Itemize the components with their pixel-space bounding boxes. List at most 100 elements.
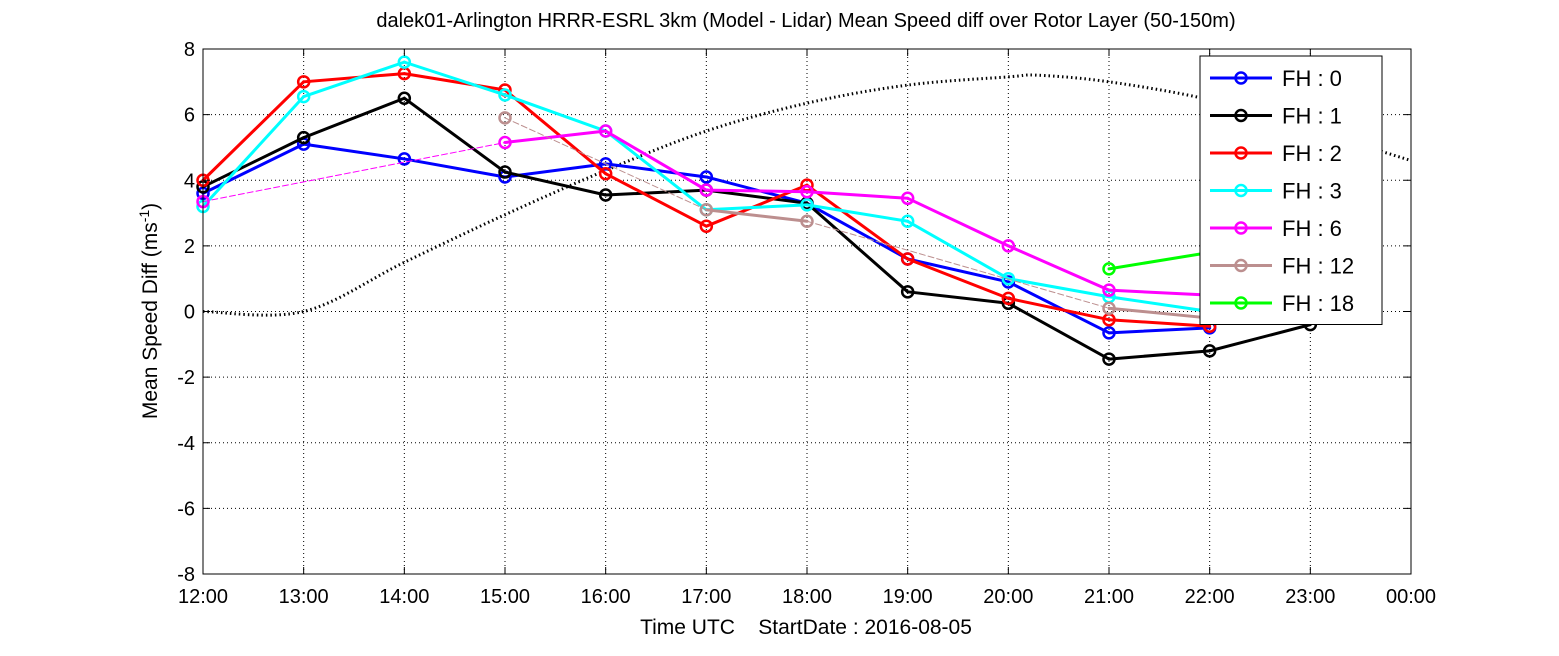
y-tick-label: 4 <box>184 170 195 192</box>
series-segment <box>201 142 306 195</box>
series-segment <box>805 183 910 261</box>
y-tick-label: -4 <box>177 433 195 455</box>
y-axis-label-sup: -1 <box>136 210 152 223</box>
legend-entry: FH : 18 <box>1210 291 1354 316</box>
chart-title: dalek01-Arlington HRRR-ESRL 3km (Model -… <box>376 10 1235 32</box>
series-segment <box>704 208 809 223</box>
series-gap-connector <box>504 117 707 211</box>
legend-swatch-marker <box>1234 183 1248 198</box>
series-segment <box>704 203 809 212</box>
series-segment <box>1208 323 1312 353</box>
series-point <box>1001 291 1016 306</box>
series-4 <box>196 124 1217 302</box>
legend-label: FH : 6 <box>1282 216 1342 241</box>
series-segment <box>604 188 708 197</box>
legend-swatch-marker <box>1234 296 1248 310</box>
series-3 <box>196 55 1217 319</box>
y-axis-label-main: Mean Speed Diff (ms <box>139 222 162 419</box>
series-segment <box>503 88 608 176</box>
axis-ticks: 12:00 13:00 14:00 15:00 16:00 17:00 18:00 19:00… <box>177 39 1436 608</box>
series-point <box>498 111 512 125</box>
legend-entry: FH : 3 <box>1210 179 1342 204</box>
legend-swatch-marker <box>1234 108 1248 123</box>
y-tick-label: -6 <box>177 498 195 520</box>
series-point <box>397 152 412 166</box>
series-point <box>1102 283 1116 297</box>
series-1 <box>196 91 1318 366</box>
series-point <box>1102 352 1116 366</box>
legend-entry: FH : 0 <box>1210 66 1342 91</box>
series-point <box>1001 271 1016 286</box>
series-point <box>1102 262 1116 276</box>
series-point <box>800 214 814 229</box>
series-point <box>900 285 915 299</box>
series-segment <box>402 157 507 179</box>
y-tick-label: 0 <box>184 302 195 324</box>
x-tick-label: 15:00 <box>480 586 530 608</box>
x-tick-label: 23:00 <box>1285 586 1335 608</box>
legend-label: FH : 18 <box>1282 291 1354 316</box>
series-point <box>900 252 915 266</box>
series-2 <box>196 66 1217 334</box>
series-point <box>699 170 714 184</box>
legend-swatch-marker <box>1234 71 1248 85</box>
series-segment <box>503 93 608 133</box>
series-segment <box>1107 288 1212 297</box>
series-segment <box>302 60 406 99</box>
series-point <box>598 124 613 138</box>
series-segment <box>201 95 306 208</box>
x-tick-label: 17:00 <box>681 586 731 608</box>
legend-label: FH : 2 <box>1282 141 1342 166</box>
legend-label: FH : 1 <box>1282 104 1342 129</box>
legend-swatch-marker <box>1234 221 1248 235</box>
x-tick-label: 19:00 <box>883 586 933 608</box>
y-tick-label: 8 <box>184 39 195 61</box>
series-point <box>1202 344 1217 358</box>
reference-curve <box>202 73 1412 317</box>
series-segment <box>805 201 910 294</box>
series-segment <box>805 201 910 261</box>
series-segment <box>1006 277 1111 299</box>
series-point <box>498 88 512 102</box>
x-tick-label: 22:00 <box>1185 586 1235 608</box>
x-tick-label: 21:00 <box>1084 586 1134 608</box>
series-point <box>598 188 613 202</box>
series-point <box>1102 326 1116 340</box>
series-point <box>397 91 412 105</box>
series-point <box>296 75 311 89</box>
x-axis-label: Time UTC StartDate : 2016-08-05 <box>640 616 972 639</box>
legend-entry: FH : 2 <box>1210 141 1342 166</box>
legend-entry: FH : 6 <box>1210 216 1342 241</box>
legend-label: FH : 3 <box>1282 179 1342 204</box>
series-point <box>900 214 915 229</box>
series-gap-connector <box>806 220 1110 309</box>
series-segment <box>1107 306 1212 320</box>
series-point <box>1102 301 1116 315</box>
series-layer <box>196 55 1318 366</box>
reference-curve-line <box>202 73 1412 317</box>
series-segment <box>1006 244 1111 292</box>
legend-entry: FH : 12 <box>1210 254 1354 279</box>
y-axis-label: Mean Speed Diff (ms-1) <box>136 203 162 419</box>
series-segment <box>805 190 910 200</box>
series-point <box>900 191 915 206</box>
y-axis-label-close: ) <box>139 203 162 210</box>
series-point <box>800 198 814 212</box>
series-gap-connector <box>202 142 506 203</box>
legend: FH : 0 FH : 1 FH : 2 FH : 3 FH : 6 FH : 12 FH … <box>1199 55 1383 325</box>
series-point <box>598 166 613 181</box>
series-5 <box>498 111 1217 325</box>
series-segment <box>302 72 406 84</box>
series-point <box>397 55 412 69</box>
series-segment <box>201 80 306 182</box>
series-point <box>498 165 512 179</box>
series-segment <box>704 188 809 205</box>
legend-label: FH : 0 <box>1282 66 1342 91</box>
series-segment <box>503 129 608 145</box>
y-tick-label: 2 <box>184 236 195 258</box>
series-point <box>296 130 311 145</box>
x-tick-label: 20:00 <box>983 586 1033 608</box>
x-tick-label: 12:00 <box>178 586 228 608</box>
legend-swatch-marker <box>1234 258 1248 273</box>
